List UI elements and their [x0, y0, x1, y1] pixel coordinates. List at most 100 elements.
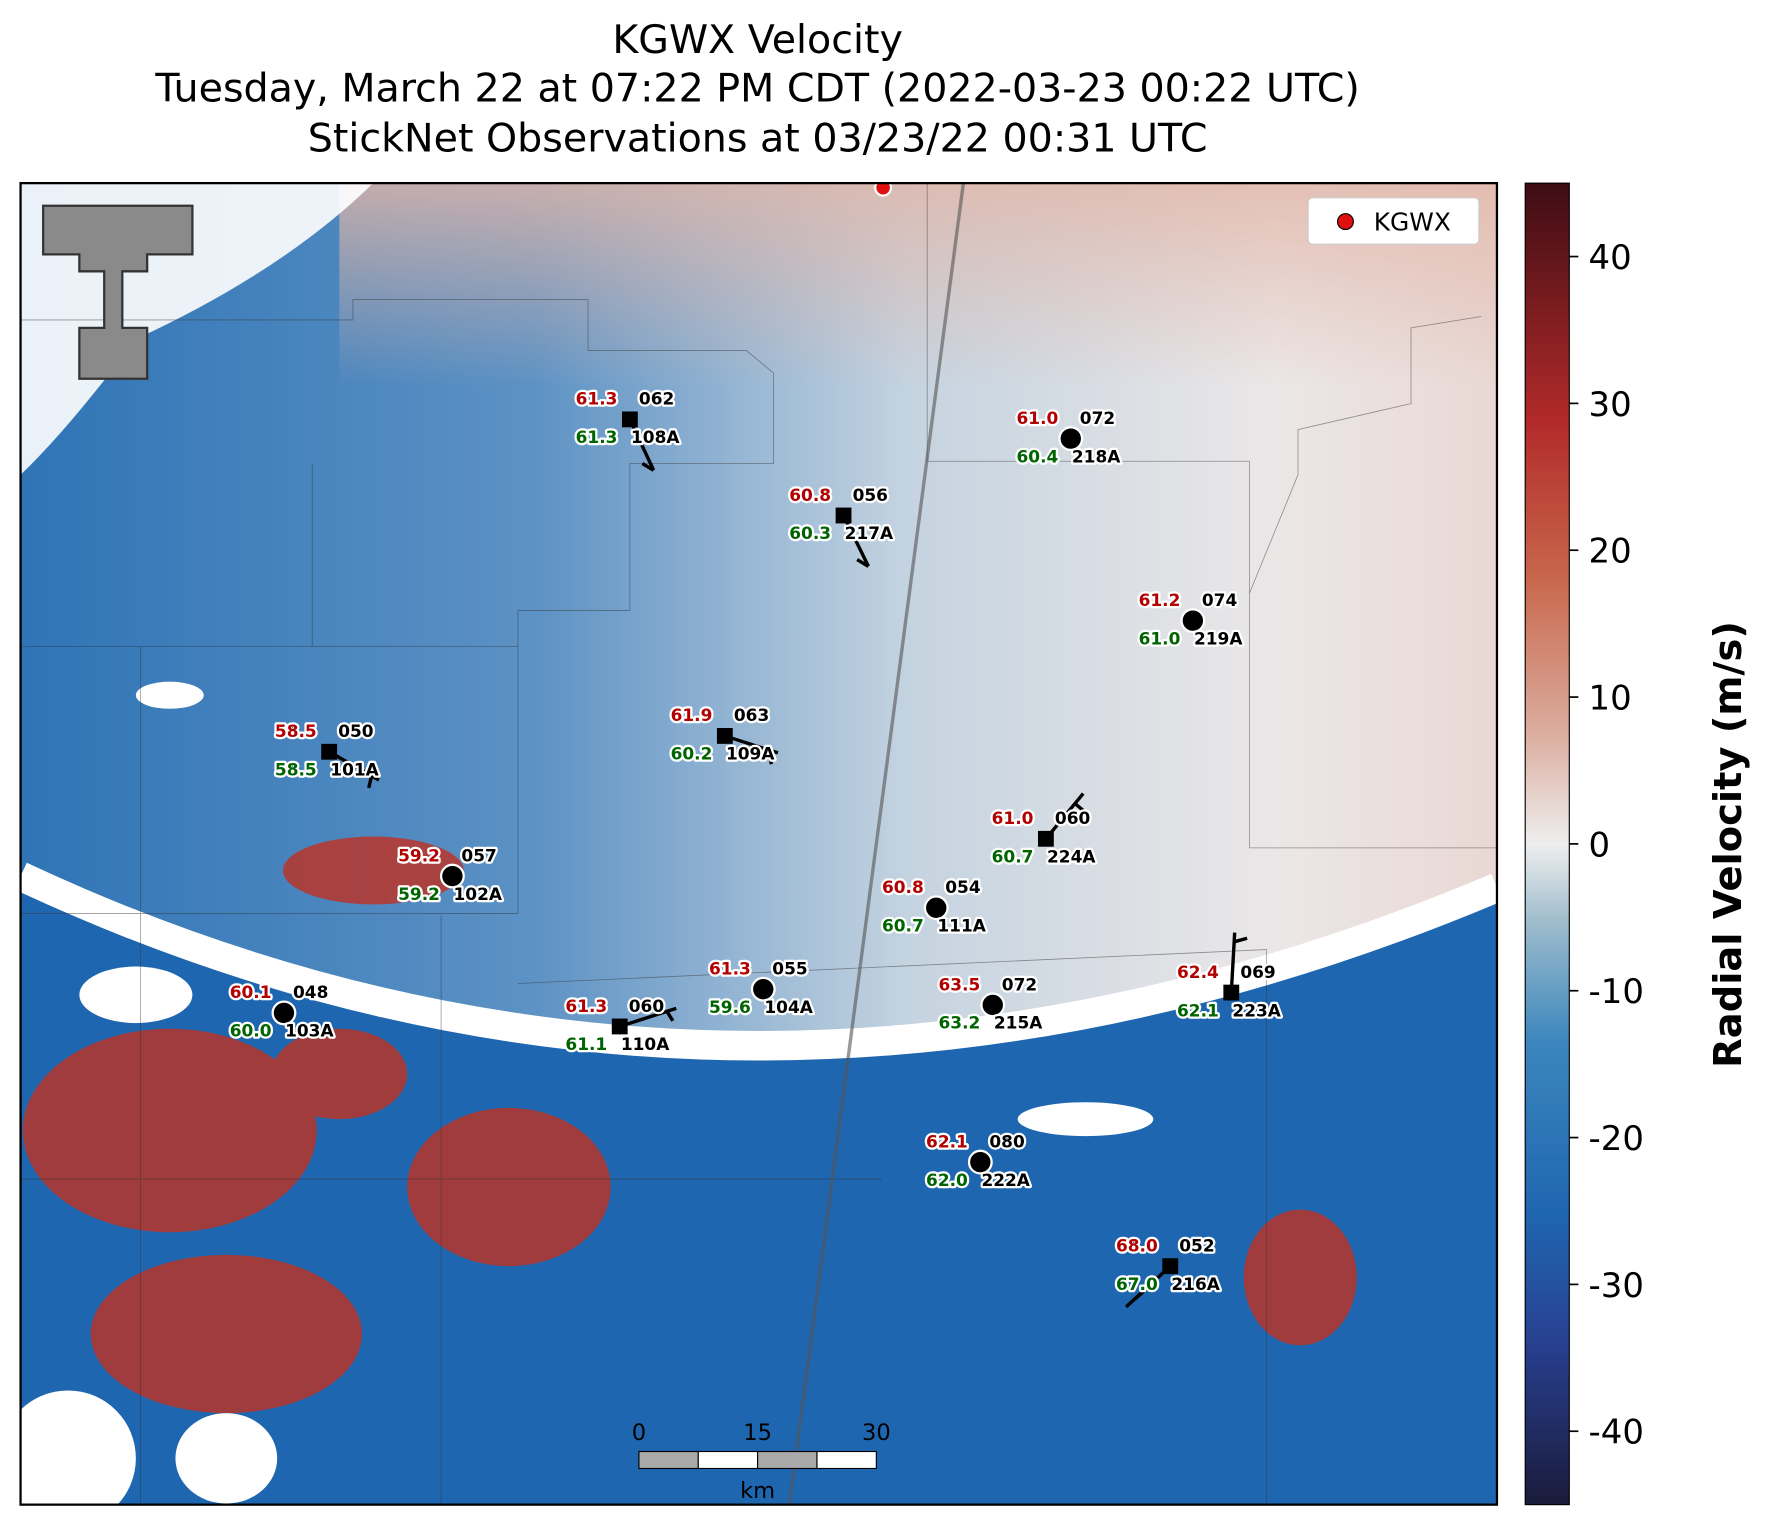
colorbar-tick-label: 30 — [1589, 385, 1632, 424]
scale-bar-segment — [816, 1450, 877, 1470]
dewpoint: 67.0 — [1116, 1274, 1158, 1294]
temperature: 61.3 — [565, 996, 607, 1016]
scale-bar-label: 15 — [743, 1420, 772, 1446]
dewpoint: 60.3 — [789, 523, 831, 543]
colorbar-tick-label: -40 — [1589, 1413, 1644, 1452]
legend: KGWX — [1307, 197, 1480, 245]
scale-bar-segment — [638, 1450, 699, 1470]
radar-image — [20, 183, 1497, 1505]
station-id: 224A — [1047, 847, 1096, 867]
station-code: 063 — [734, 705, 769, 725]
colorbar — [1524, 182, 1570, 1506]
temperature: 60.1 — [230, 982, 272, 1002]
station-code: 048 — [293, 982, 328, 1002]
station-marker — [750, 976, 776, 1002]
station-marker — [1058, 426, 1084, 452]
title: KGWX Velocity — [612, 17, 902, 63]
station-code: 057 — [461, 845, 496, 865]
temperature: 62.4 — [1177, 962, 1219, 982]
temperature: 60.8 — [789, 485, 831, 505]
station: 59.2 057 59.2 102A — [396, 843, 505, 906]
wind-barbs — [328, 418, 1248, 1309]
station: 60.8 056 60.3 217A — [787, 483, 896, 546]
station-marker — [1037, 830, 1054, 847]
road — [787, 183, 966, 1505]
dewpoint: 60.4 — [1017, 446, 1059, 466]
temperature: 60.8 — [882, 877, 924, 897]
colorbar-tick-label: 10 — [1589, 678, 1632, 717]
station: 62.4 069 62.1 223A — [1175, 960, 1284, 1023]
station-id: 215A — [994, 1013, 1043, 1033]
scale-bar-segment — [697, 1450, 759, 1470]
station-marker — [621, 411, 638, 428]
colorbar-tick-label: -30 — [1589, 1266, 1644, 1305]
dewpoint: 62.0 — [926, 1170, 968, 1190]
temperature: 61.9 — [671, 705, 713, 725]
station-code: 072 — [1080, 408, 1115, 428]
beam-gap — [20, 862, 1497, 1061]
temperature: 62.1 — [926, 1131, 968, 1151]
station-id: 222A — [981, 1170, 1030, 1190]
dewpoint: 63.2 — [939, 1013, 981, 1033]
station-code: 060 — [1055, 808, 1090, 828]
station-marker — [835, 507, 852, 524]
temperature: 61.0 — [992, 808, 1034, 828]
station-code: 052 — [1179, 1235, 1214, 1255]
subtitle: StickNet Observations at 03/23/22 00:31 … — [308, 115, 1208, 161]
station-id: 104A — [764, 997, 813, 1017]
colorbar-tick-label: 0 — [1589, 825, 1611, 864]
station-id: 109A — [726, 744, 775, 764]
dewpoint: 61.1 — [565, 1034, 607, 1054]
station-id: 217A — [845, 523, 894, 543]
station-code: 074 — [1202, 590, 1237, 610]
logo — [42, 204, 194, 380]
station-code: 072 — [1002, 974, 1037, 994]
station: 61.3 060 61.1 110A — [563, 994, 672, 1057]
dewpoint: 60.0 — [230, 1021, 272, 1041]
station: 60.8 054 60.7 111A — [880, 875, 989, 938]
outbound-patches — [22, 836, 1357, 1414]
station: 61.3 055 59.6 104A — [707, 956, 816, 1019]
station-code: 056 — [853, 485, 888, 505]
station-id: 218A — [1072, 446, 1121, 466]
station-marker — [1162, 1258, 1179, 1275]
station-marker — [923, 895, 949, 921]
county-lines — [20, 183, 1497, 1505]
temperature: 59.2 — [398, 845, 440, 865]
station-marker — [1223, 984, 1240, 1001]
station: 61.0 060 60.7 224A — [989, 806, 1098, 869]
station: 61.3 062 61.3 108A — [573, 386, 682, 449]
station-id: 108A — [631, 427, 680, 447]
dewpoint: 60.7 — [992, 847, 1034, 867]
station-id: 103A — [285, 1021, 334, 1041]
scale-bar-unit: km — [740, 1478, 775, 1504]
dewpoint: 61.0 — [1139, 628, 1181, 648]
temperature: 63.5 — [939, 974, 981, 994]
dewpoint: 61.3 — [576, 427, 618, 447]
temperature: 61.3 — [576, 389, 618, 409]
station-code: 060 — [629, 996, 664, 1016]
station-marker — [271, 1000, 297, 1026]
station-id: 223A — [1232, 1000, 1281, 1020]
station-id: 101A — [330, 760, 379, 780]
station-marker — [1180, 608, 1206, 634]
colorbar-tick-label: -10 — [1589, 972, 1644, 1011]
map-frame — [19, 182, 1499, 1506]
station-code: 069 — [1240, 962, 1275, 982]
temperature: 61.3 — [709, 958, 751, 978]
dewpoint: 59.2 — [398, 884, 440, 904]
dewpoint: 62.1 — [1177, 1000, 1219, 1020]
station: 68.0 052 67.0 216A — [1114, 1233, 1223, 1296]
station-marker — [439, 863, 465, 889]
station-id: 219A — [1194, 628, 1243, 648]
station-marker — [716, 728, 733, 744]
station: 58.5 050 58.5 101A — [273, 719, 382, 782]
station-code: 062 — [639, 389, 674, 409]
temperature: 61.0 — [1017, 408, 1059, 428]
station-code: 054 — [945, 877, 980, 897]
scale-bar-label: 0 — [632, 1420, 646, 1446]
station: 61.0 072 60.4 218A — [1014, 406, 1123, 469]
station-code: 055 — [772, 958, 807, 978]
colorbar-tick-label: -20 — [1589, 1119, 1644, 1158]
